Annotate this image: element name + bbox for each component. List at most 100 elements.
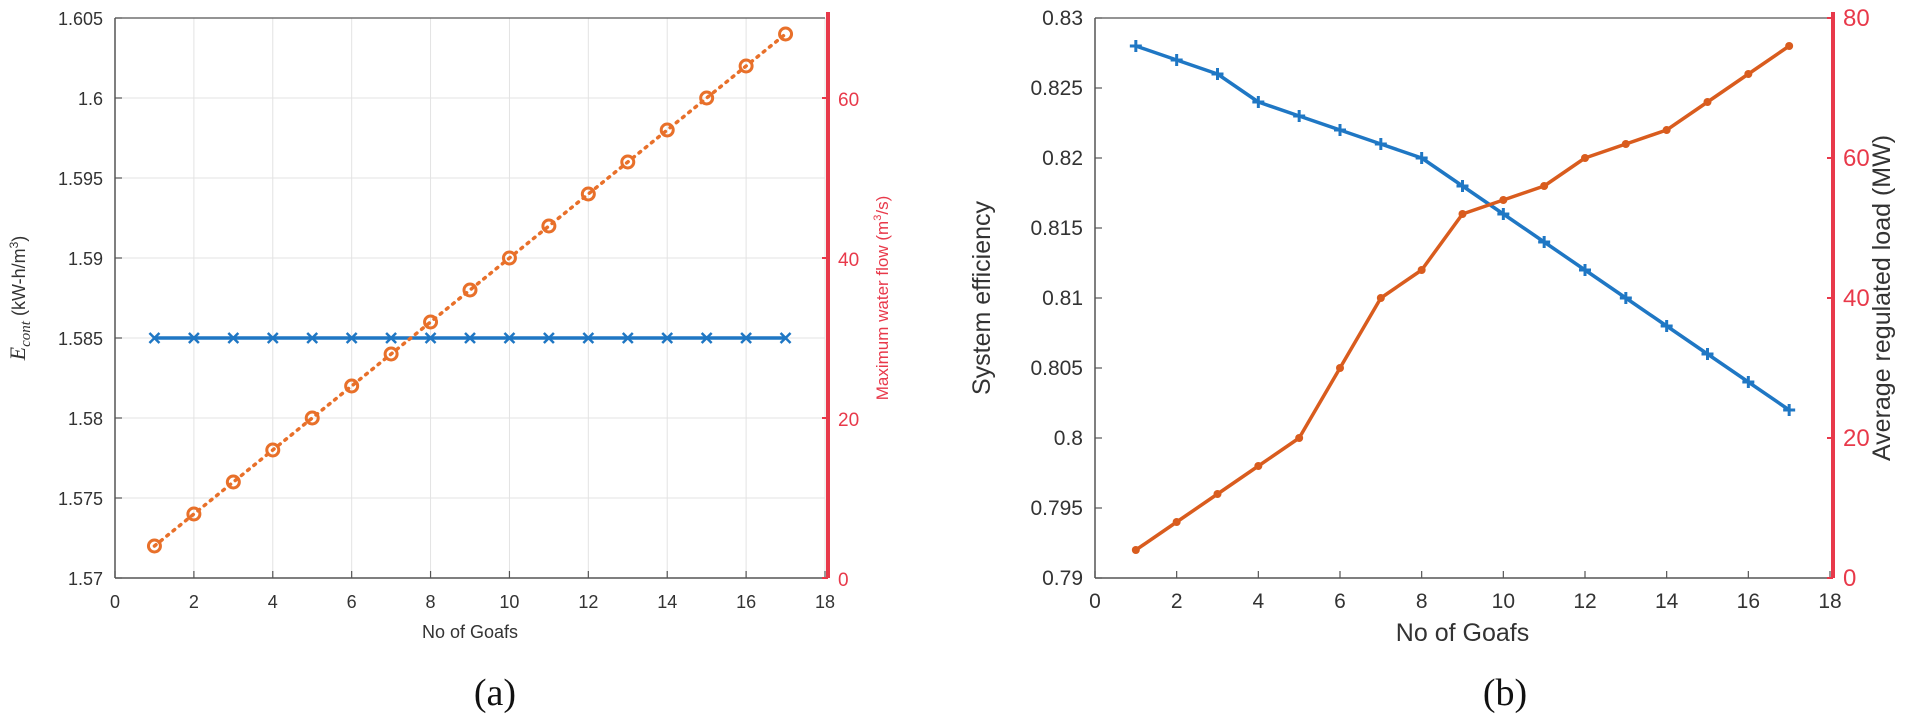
data-point [1497, 208, 1510, 220]
panel-caption: (b) [1483, 672, 1527, 714]
series-b-0 [1129, 40, 1796, 416]
x-tick-label: 18 [815, 592, 835, 612]
data-point [659, 122, 675, 138]
data-point [1744, 70, 1753, 78]
data-point [503, 332, 516, 344]
x-tick-label: 0 [110, 592, 120, 612]
data-point [424, 332, 437, 344]
y-left-tick-label: 0.825 [1030, 77, 1083, 100]
data-point [1540, 182, 1549, 190]
data-point [265, 442, 281, 458]
data-point [148, 332, 161, 344]
x-tick-label: 16 [1737, 590, 1760, 613]
series-line [1134, 44, 1791, 552]
x-tick-label: 14 [657, 592, 677, 612]
x-tick-label: 12 [1573, 590, 1596, 613]
data-point [1295, 434, 1304, 442]
y-right-tick-label: 60 [1843, 145, 1870, 172]
data-point [1619, 292, 1632, 304]
x-tick-label: 10 [1492, 590, 1515, 613]
y-left-tick-label: 1.6 [78, 89, 103, 109]
data-point [1293, 110, 1306, 122]
x-tick-label: 12 [578, 592, 598, 612]
series-a-1 [146, 26, 794, 554]
data-point [1579, 264, 1591, 276]
data-point [700, 332, 713, 344]
data-point [1783, 404, 1796, 416]
data-point [306, 332, 319, 344]
y-left-tick-label: 0.815 [1030, 217, 1083, 240]
chart-panel-a: 0 2 4 6 8 10 12 14 16 18 1.57 1.575 1.58 1.585 1.59 1.5… [5, 9, 892, 714]
y-left-tick-label: 0.795 [1030, 497, 1083, 520]
data-point [266, 332, 279, 344]
data-point [344, 378, 360, 394]
data-point [1129, 40, 1142, 52]
data-point [1456, 180, 1469, 192]
y-right-tick-label: 20 [1843, 425, 1870, 452]
x-axis-label: No of Goafs [1396, 619, 1529, 647]
data-point [501, 250, 517, 266]
data-point [740, 332, 752, 344]
y-left-tick-label: 0.79 [1042, 567, 1083, 590]
data-point [738, 58, 754, 74]
data-point [1252, 96, 1265, 108]
data-point [1703, 98, 1712, 106]
y-right-tick-label: 40 [838, 250, 859, 271]
ylabel-right-text: Maximum water flow (m [873, 221, 892, 400]
data-point [1131, 546, 1140, 554]
data-point [1417, 266, 1426, 274]
data-point [464, 332, 476, 344]
data-point [1254, 462, 1263, 470]
ylabel-superscript: 3 [7, 241, 21, 248]
data-point [1742, 376, 1755, 388]
data-point [227, 332, 240, 344]
data-point [1660, 320, 1673, 332]
y-left-tick-label: 1.59 [68, 249, 103, 269]
x-tick-label: 8 [426, 592, 436, 612]
y-left-axis-label: System efficiency [968, 200, 996, 395]
x-tick-label: 2 [189, 592, 199, 612]
ylabel-right-unit: /s) [873, 196, 892, 215]
data-point [1213, 490, 1222, 498]
y-left-tick-label: 0.805 [1030, 357, 1083, 380]
ylabel-right-superscript: 3 [872, 215, 884, 221]
data-point [779, 332, 792, 344]
data-point [1172, 518, 1181, 526]
x-tick-label: 6 [1334, 590, 1346, 613]
y-left-tick-label: 0.83 [1042, 7, 1083, 30]
data-point [462, 282, 478, 298]
data-point [383, 346, 399, 362]
x-tick-label: 18 [1818, 590, 1841, 613]
y-left-tick-label: 0.82 [1042, 147, 1083, 170]
ylabel-unit-close: ) [9, 236, 29, 242]
series-a-0 [148, 332, 792, 344]
y-right-tick-label: 0 [1843, 565, 1856, 592]
y-left-tick-label: 1.595 [58, 169, 103, 189]
data-point [1621, 140, 1630, 148]
data-point [1785, 42, 1794, 50]
x-axis-label: No of Goafs [422, 622, 518, 642]
data-point [580, 186, 596, 202]
x-tick-label: 10 [499, 592, 519, 612]
data-point [778, 26, 794, 42]
data-point [186, 506, 202, 522]
data-point [1374, 138, 1387, 150]
y-right-tick-label: 20 [838, 410, 859, 431]
x-tick-label: 14 [1655, 590, 1679, 613]
data-point [304, 410, 320, 426]
data-point [385, 332, 397, 344]
y-right-axis-label: Average regulated load (MW) [1868, 135, 1896, 461]
data-point [1170, 54, 1183, 66]
y-left-tick-label: 0.8 [1054, 427, 1083, 450]
y-left-tick-label: 1.58 [68, 409, 103, 429]
y-left-axis-label: Econt (kW-h/m3) [5, 236, 34, 362]
ylabel-subscript: cont [18, 320, 34, 347]
data-point [1211, 68, 1224, 80]
y-right-tick-label: 0 [838, 570, 849, 591]
panel-caption: (a) [474, 672, 516, 714]
data-point [225, 474, 241, 490]
ylabel-symbol: E [5, 346, 30, 361]
y-left-tick-label: 1.585 [58, 329, 103, 349]
y-right-tick-label: 60 [838, 90, 859, 111]
